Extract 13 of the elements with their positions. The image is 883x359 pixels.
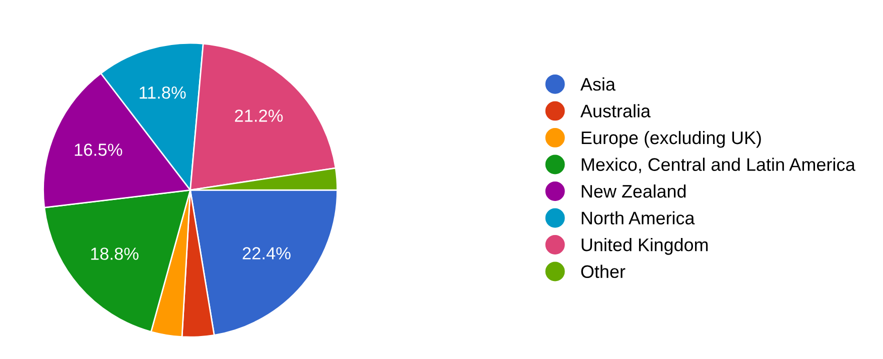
legend-label: Europe (excluding UK)	[582, 130, 761, 148]
data-label: 22.4%	[242, 247, 291, 260]
legend-label: Asia	[580, 77, 616, 91]
legend-label: Mexico, Central and Latin America	[582, 158, 856, 174]
data-label: 18.8%	[91, 248, 138, 260]
data-label: 21.2%	[234, 110, 283, 122]
data-label: 11.8%	[140, 86, 186, 99]
legend-label: North America	[582, 211, 695, 224]
legend-label: United Kingdom	[582, 238, 708, 255]
legend-label: Australia	[580, 104, 651, 118]
legend-label: Other	[581, 264, 626, 278]
data-label: 16.5%	[74, 144, 122, 156]
legend-label: New Zealand	[582, 184, 686, 198]
